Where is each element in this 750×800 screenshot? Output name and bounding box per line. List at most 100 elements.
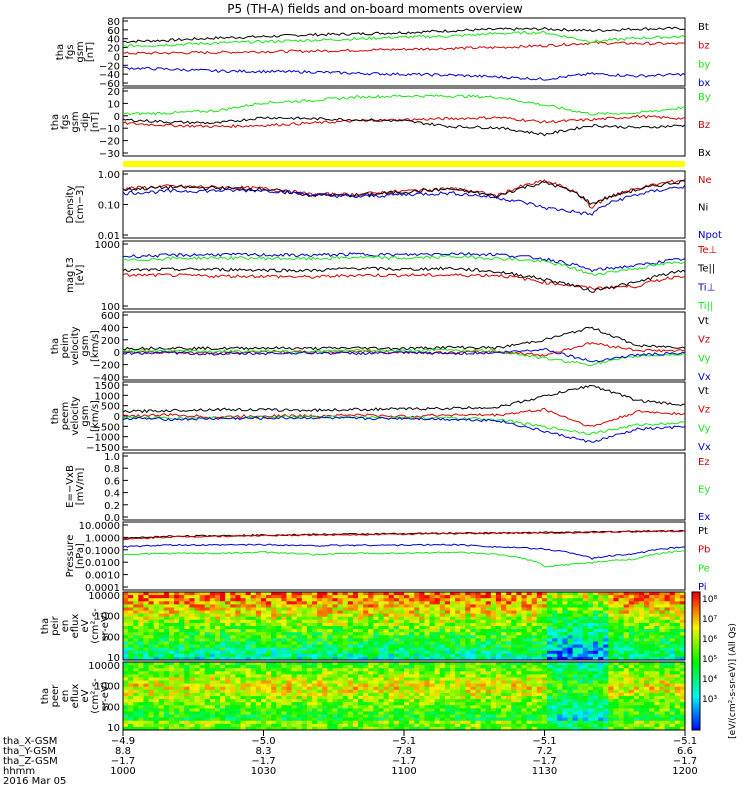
spectrogram-cell bbox=[296, 692, 303, 697]
spectrogram-cell bbox=[286, 720, 293, 725]
spectrogram-cell bbox=[424, 665, 431, 669]
spectrogram-cell bbox=[276, 656, 282, 661]
spectrogram-cell bbox=[480, 668, 487, 672]
spectrogram-cell bbox=[557, 668, 563, 672]
spectrogram-cell bbox=[301, 717, 308, 722]
spectrogram-cell bbox=[332, 656, 339, 661]
spectrogram-cell bbox=[352, 619, 359, 624]
spectrogram-cell bbox=[393, 683, 400, 688]
spectrogram-cell bbox=[424, 711, 431, 716]
spectrogram-cell bbox=[404, 641, 410, 646]
spectrogram-cell bbox=[414, 601, 420, 605]
spectrogram-cell bbox=[455, 644, 461, 649]
spectrogram-cell bbox=[291, 677, 298, 682]
spectrogram-cell bbox=[409, 604, 415, 608]
spectrogram-cell bbox=[342, 696, 349, 700]
spectrogram-cell bbox=[470, 644, 477, 649]
spectrogram-cell bbox=[296, 720, 303, 725]
spectrogram-cell bbox=[521, 683, 528, 688]
spectrogram-cell bbox=[235, 604, 242, 608]
spectrogram-cell bbox=[639, 656, 645, 661]
spectrogram-cell bbox=[567, 595, 574, 599]
spectrogram-cell bbox=[312, 656, 318, 661]
spectrogram-cell bbox=[593, 714, 599, 719]
spectrogram-cell bbox=[220, 689, 226, 694]
spectrogram-cell bbox=[485, 708, 492, 712]
spectrogram-cell bbox=[143, 689, 150, 694]
spectrogram-cell bbox=[475, 622, 482, 627]
spectrogram-cell bbox=[240, 644, 247, 649]
spectrogram-cell bbox=[153, 626, 160, 630]
legend-Ex: Ex bbox=[698, 512, 710, 523]
spectrogram-cell bbox=[664, 641, 671, 646]
spectrogram-cell bbox=[475, 592, 482, 596]
spectrogram-cell bbox=[296, 647, 303, 652]
spectrogram-cell bbox=[225, 726, 231, 731]
spectrogram-cell bbox=[526, 683, 533, 688]
spectrogram-cell bbox=[148, 622, 155, 627]
spectrogram-cell bbox=[511, 668, 517, 672]
spectrogram-cell bbox=[613, 592, 620, 596]
spectrogram-cell bbox=[419, 680, 425, 685]
spectrogram-cell bbox=[128, 702, 134, 706]
spectrogram-cell bbox=[465, 692, 471, 697]
spectrogram-cell bbox=[143, 632, 150, 636]
spectrogram-cell bbox=[245, 705, 252, 709]
spectrogram-cell bbox=[460, 699, 466, 703]
spectrogram-cell bbox=[352, 604, 359, 608]
spectrogram-cell bbox=[189, 683, 196, 688]
spectrogram-cell bbox=[424, 592, 431, 596]
spectrogram-cell bbox=[235, 656, 242, 661]
spectrogram-cell bbox=[342, 622, 349, 627]
spectrogram-cell bbox=[541, 717, 548, 722]
spectrogram-cell bbox=[327, 723, 333, 728]
spectrogram-cell bbox=[674, 626, 681, 630]
spectrogram-cell bbox=[485, 598, 492, 602]
spectrogram-cell bbox=[506, 665, 512, 669]
spectrogram-cell bbox=[342, 708, 349, 712]
spectrogram-cell bbox=[633, 635, 640, 639]
spectrogram-cell bbox=[552, 638, 558, 642]
spectrogram-cell bbox=[153, 622, 160, 627]
spectrogram-cell bbox=[209, 689, 216, 694]
spectrogram-cell bbox=[378, 595, 385, 599]
spectrogram-cell bbox=[398, 714, 405, 719]
spectrogram-cell bbox=[138, 610, 144, 615]
spectrogram-cell bbox=[654, 607, 660, 612]
spectrogram-cell bbox=[291, 723, 298, 728]
spectrogram-cell bbox=[184, 680, 190, 685]
spectrogram-cell bbox=[363, 705, 369, 709]
spectrogram-cell bbox=[184, 720, 190, 725]
spectrogram-cell bbox=[577, 650, 584, 655]
spectrogram-cell bbox=[138, 595, 144, 599]
spectrogram-cell bbox=[587, 604, 594, 608]
spectrogram-cell bbox=[470, 635, 477, 639]
spectrogram-cell bbox=[501, 638, 507, 642]
spectrogram-cell bbox=[393, 696, 400, 700]
spectrogram-cell bbox=[475, 647, 482, 652]
spectrogram-cell bbox=[572, 632, 579, 636]
spectrogram-cell bbox=[189, 641, 196, 646]
spectrogram-cell bbox=[204, 629, 211, 633]
spectrogram-cell bbox=[654, 632, 660, 636]
spectrogram-cell bbox=[209, 708, 216, 712]
spectrogram-cell bbox=[240, 665, 247, 669]
spectrogram-cell bbox=[465, 653, 471, 658]
spectrogram-cell bbox=[322, 632, 328, 636]
spectrogram-cell bbox=[419, 696, 425, 700]
spectrogram-cell bbox=[475, 635, 482, 639]
spectrogram-cell bbox=[613, 644, 620, 649]
spectrogram-cell bbox=[547, 711, 553, 716]
spectrogram-cell bbox=[465, 635, 471, 639]
spectrogram-cell bbox=[449, 601, 456, 605]
spectrogram-cell bbox=[572, 613, 579, 618]
spectrogram-cell bbox=[664, 723, 671, 728]
spectrogram-cell bbox=[148, 686, 155, 691]
spectrogram-cell bbox=[409, 641, 415, 646]
spectrogram-cell bbox=[506, 622, 512, 627]
spectrogram-cell bbox=[153, 607, 160, 612]
spectrogram-cell bbox=[618, 680, 625, 685]
spectrogram-cell bbox=[174, 650, 180, 655]
spectrogram-cell bbox=[511, 592, 517, 596]
spectrogram-cell bbox=[414, 632, 420, 636]
